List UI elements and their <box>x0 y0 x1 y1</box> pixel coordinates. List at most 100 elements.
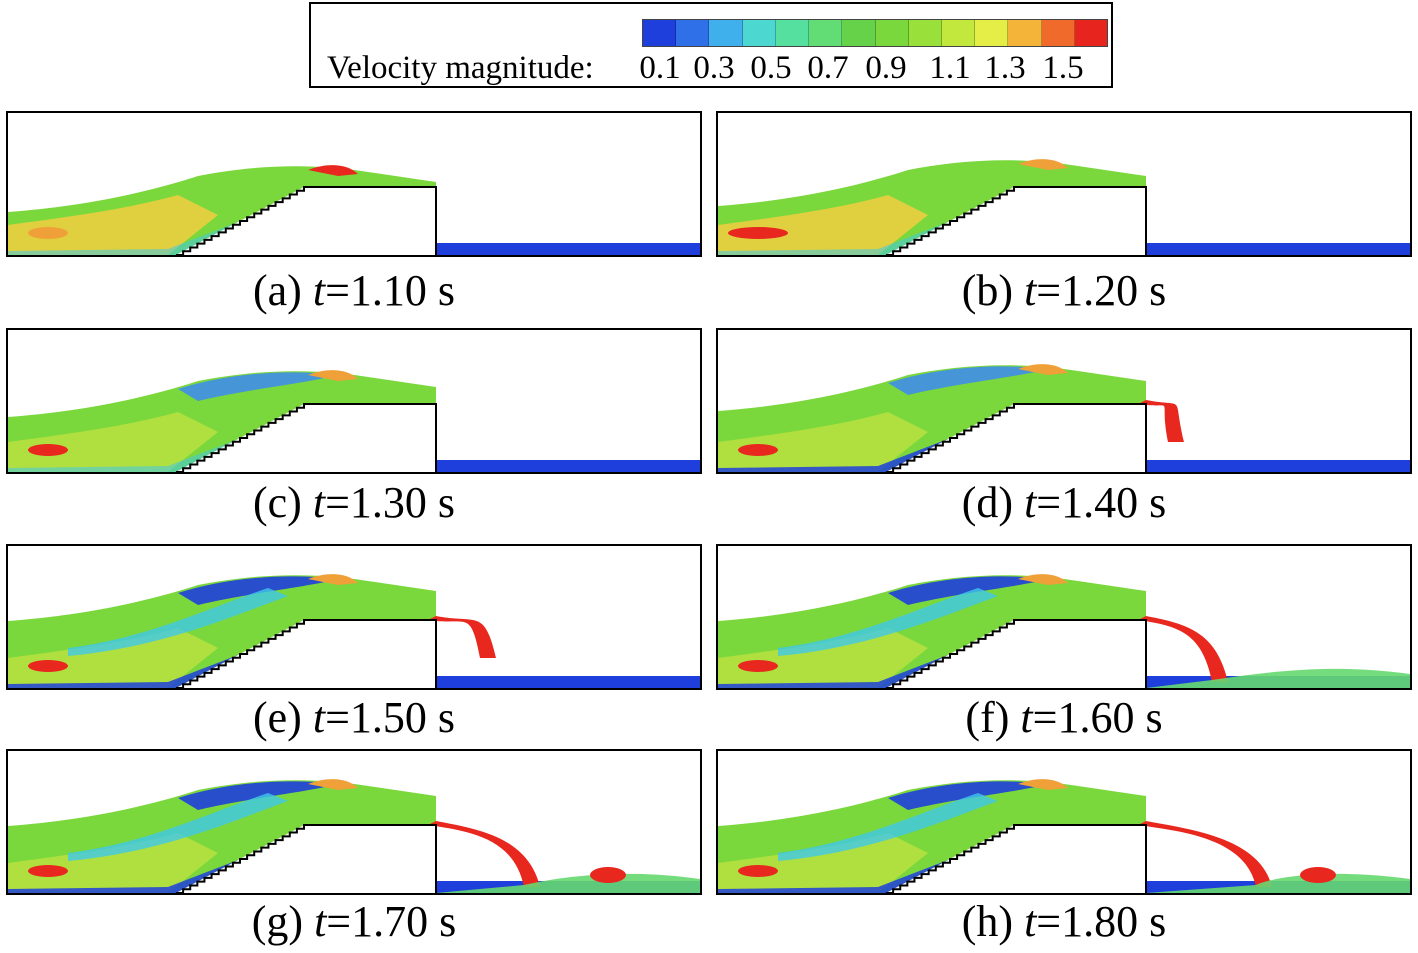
legend-swatch <box>1074 20 1108 46</box>
weir-structure <box>176 620 436 688</box>
upstream-jet <box>28 865 68 877</box>
surface-slow-zone <box>178 372 338 401</box>
caption-time: =1.80 s <box>1036 897 1167 946</box>
caption-time: =1.30 s <box>325 478 455 527</box>
legend-swatch <box>742 20 776 46</box>
falling-jet <box>1138 821 1272 887</box>
caption-variable: t <box>1024 897 1037 946</box>
velocity-field-g <box>8 779 700 893</box>
upstream-jet <box>728 227 788 239</box>
upstream-jet <box>738 865 778 877</box>
caption-letter: (f) <box>965 693 1021 742</box>
downstream-wave <box>436 873 700 893</box>
mid-shear-zone <box>68 793 288 861</box>
weir-structure <box>176 825 436 893</box>
panel-caption-a: (a) t=1.10 s <box>6 266 702 316</box>
weir-outline <box>886 619 1147 688</box>
flow-panel-e <box>6 544 702 690</box>
caption-time: =1.20 s <box>1036 266 1167 315</box>
surface-slow-zone <box>888 576 1048 605</box>
caption-variable: t <box>312 693 326 742</box>
flow-panel-h <box>716 749 1412 895</box>
downstream-roller <box>590 867 626 883</box>
crest-tip <box>1018 364 1068 375</box>
surface-slow-zone <box>888 781 1048 810</box>
downstream-wave <box>1146 668 1410 688</box>
panel-caption-h: (h) t=1.80 s <box>716 897 1412 947</box>
legend-tick-label: 0.1 <box>639 50 681 86</box>
flow-panel-c <box>6 328 702 474</box>
legend-swatch <box>643 20 677 46</box>
legend-tick-label: 0.9 <box>865 50 907 86</box>
legend-tick-labels: 0.1 0.3 0.5 0.7 0.9 1.1 1.3 1.5 <box>311 48 1111 88</box>
caption-letter: (e) <box>252 693 313 742</box>
mid-shear-zone <box>778 793 998 861</box>
velocity-field-b <box>718 159 1410 255</box>
legend-swatch <box>709 20 743 46</box>
upstream-jet <box>28 444 68 456</box>
caption-variable: t <box>1020 693 1033 742</box>
legend-swatch <box>875 20 909 46</box>
upstream-jet <box>738 444 778 456</box>
caption-variable: t <box>312 266 326 315</box>
upstream-core <box>718 412 928 472</box>
weir-outline <box>886 403 1147 472</box>
crest-tip <box>1018 574 1068 585</box>
caption-time: =1.40 s <box>1036 478 1167 527</box>
upstream-jet <box>28 227 68 239</box>
velocity-field-d <box>718 364 1410 472</box>
flow-panel-g <box>6 749 702 895</box>
legend-swatch <box>1008 20 1042 46</box>
legend-swatch <box>975 20 1009 46</box>
caption-letter: (a) <box>252 266 313 315</box>
velocity-field-e <box>8 574 700 688</box>
upstream-core <box>8 833 218 893</box>
crest-tip <box>1018 159 1068 170</box>
caption-letter: (h) <box>961 897 1025 946</box>
legend-swatch <box>941 20 976 46</box>
caption-letter: (d) <box>961 478 1025 527</box>
downstream-water <box>1146 243 1410 255</box>
velocity-field-h <box>718 779 1410 893</box>
flow-panel-d <box>716 328 1412 474</box>
falling-jet <box>1138 616 1228 682</box>
surface-slow-zone <box>178 576 338 605</box>
velocity-field-f <box>718 574 1410 688</box>
legend-tick-label: 0.7 <box>807 50 849 86</box>
weir-structure <box>886 187 1146 255</box>
legend-swatch <box>809 20 843 46</box>
upstream-core <box>8 195 218 255</box>
downstream-water <box>1146 460 1410 472</box>
crest-tip <box>308 165 358 176</box>
flow-panel-a <box>6 111 702 257</box>
mid-shear-zone <box>778 588 998 656</box>
weir-outline <box>176 824 437 893</box>
upstream-jet <box>738 660 778 672</box>
upstream-core <box>718 628 928 688</box>
legend-tick-label: 0.3 <box>693 50 735 86</box>
downstream-wave <box>1146 873 1410 893</box>
caption-time: =1.70 s <box>326 897 457 946</box>
caption-variable: t <box>314 897 327 946</box>
panel-caption-f: (f) t=1.60 s <box>716 693 1412 743</box>
weir-outline <box>176 186 437 255</box>
legend-tick-label: 1.5 <box>1042 50 1084 86</box>
downstream-water <box>436 676 700 688</box>
caption-letter: (g) <box>251 897 315 946</box>
crest-tip <box>308 574 358 585</box>
weir-structure <box>886 404 1146 472</box>
legend-swatch <box>842 20 876 46</box>
downstream-water <box>436 243 700 255</box>
legend-swatch <box>908 20 942 46</box>
mid-shear-zone <box>68 588 288 656</box>
legend-swatch <box>775 20 810 46</box>
legend-color-bar <box>642 19 1108 47</box>
downstream-water <box>436 460 700 472</box>
panel-caption-e: (e) t=1.50 s <box>6 693 702 743</box>
caption-variable: t <box>312 478 326 527</box>
crest-tip <box>1018 779 1068 790</box>
panel-caption-c: (c) t=1.30 s <box>6 478 702 528</box>
legend-title: Velocity magnitude: <box>327 50 594 86</box>
upstream-core <box>718 833 928 893</box>
panel-caption-d: (d) t=1.40 s <box>716 478 1412 528</box>
